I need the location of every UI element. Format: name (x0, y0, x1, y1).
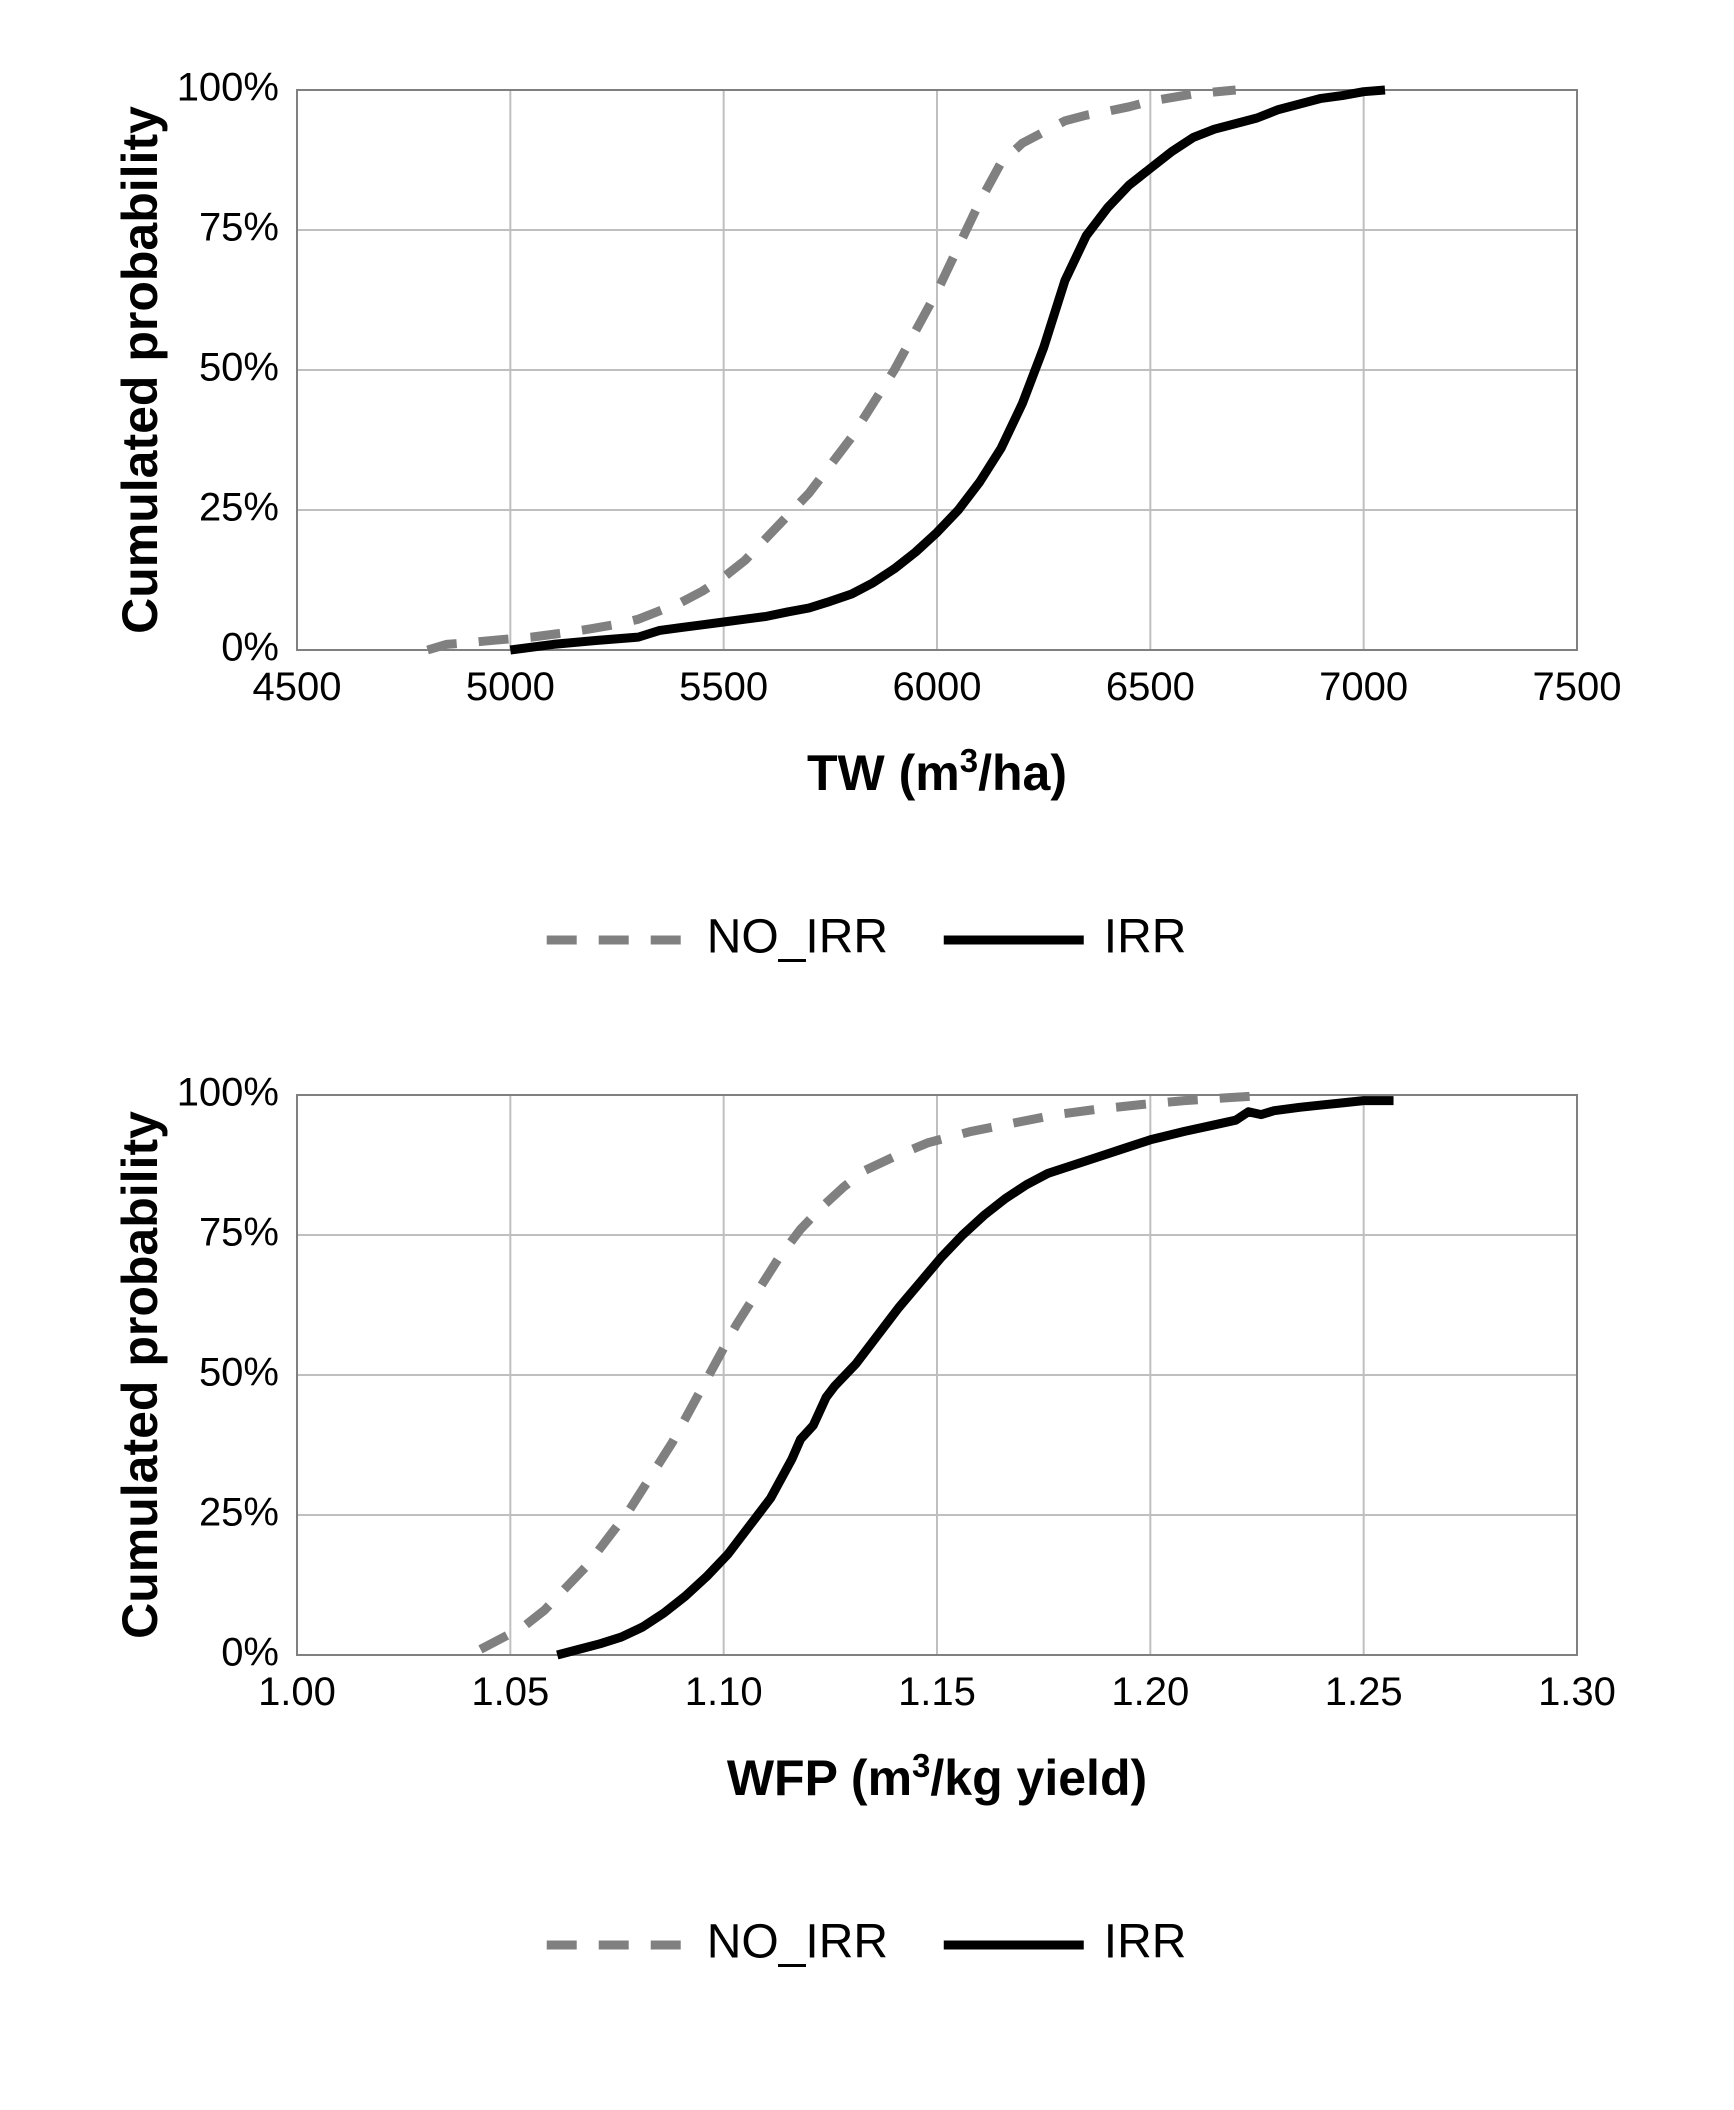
y-axis-title: Cumulated probability (112, 1111, 168, 1639)
y-tick-label: 100% (177, 1071, 279, 1115)
x-tick-label: 1.00 (258, 1670, 336, 1714)
bottom-chart: 0% 25% 50% 75% 100% 1.00 1.05 1.10 1.15 1.20 1.25 1… (107, 1065, 1627, 1885)
legend-label-irr: IRR (1104, 911, 1187, 964)
y-tick-label: 75% (199, 206, 279, 250)
x-axis-title: WFP (m3/kg yield) (727, 1747, 1147, 1807)
y-tick-label: 75% (199, 1211, 279, 1255)
y-tick-label: 0% (221, 1631, 279, 1675)
y-tick-label: 25% (199, 486, 279, 530)
bottom-chart-block: 0% 25% 50% 75% 100% 1.00 1.05 1.10 1.15 1.20 1.25 1… (100, 1065, 1634, 2070)
y-tick-label: 50% (199, 1351, 279, 1395)
x-tick-label: 1.25 (1325, 1670, 1403, 1714)
top-chart-legend: NO_IRR IRR (107, 880, 1627, 1000)
x-tick-label: 1.15 (898, 1670, 976, 1714)
x-tick-label: 7000 (1319, 665, 1408, 709)
x-tick-label: 6000 (893, 665, 982, 709)
x-tick-label: 5500 (679, 665, 768, 709)
page: 0% 25% 50% 75% 100% 4500 5000 5500 6000 6500 7000 7… (0, 0, 1734, 2110)
y-tick-label: 25% (199, 1491, 279, 1535)
y-axis-title: Cumulated probability (112, 106, 168, 634)
x-tick-label: 6500 (1106, 665, 1195, 709)
x-tick-label: 1.05 (471, 1670, 549, 1714)
y-tick-label: 0% (221, 626, 279, 670)
x-tick-label: 1.10 (685, 1670, 763, 1714)
legend-label-no_irr: NO_IRR (707, 1916, 888, 1969)
x-tick-label: 4500 (253, 665, 342, 709)
x-tick-label: 1.30 (1538, 1670, 1616, 1714)
y-tick-label: 100% (177, 66, 279, 110)
x-tick-label: 1.20 (1111, 1670, 1189, 1714)
bottom-chart-legend: NO_IRR IRR (107, 1885, 1627, 2005)
top-chart-block: 0% 25% 50% 75% 100% 4500 5000 5500 6000 6500 7000 7… (100, 60, 1634, 1065)
x-tick-label: 5000 (466, 665, 555, 709)
legend-label-no_irr: NO_IRR (707, 911, 888, 964)
x-tick-label: 7500 (1533, 665, 1622, 709)
x-axis-title: TW (m3/ha) (807, 742, 1067, 802)
top-chart: 0% 25% 50% 75% 100% 4500 5000 5500 6000 6500 7000 7… (107, 60, 1627, 880)
y-tick-label: 50% (199, 346, 279, 390)
legend-label-irr: IRR (1104, 1916, 1187, 1969)
